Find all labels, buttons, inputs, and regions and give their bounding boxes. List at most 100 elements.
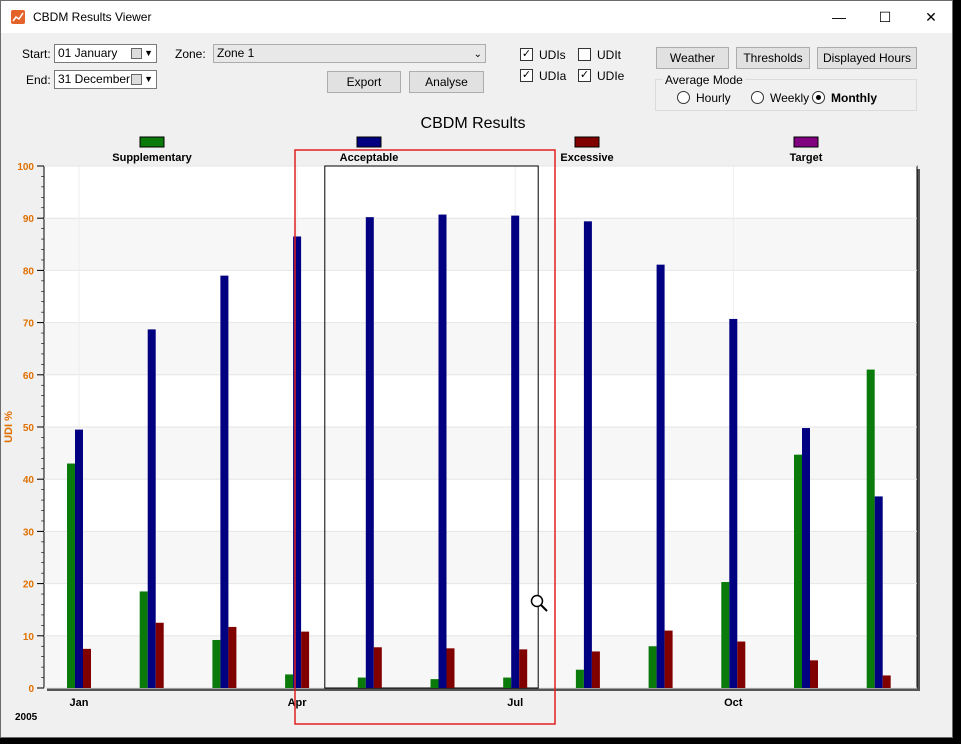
bar-supplementary (357, 677, 366, 688)
bar-supplementary (503, 677, 512, 688)
bar-excessive (155, 622, 164, 688)
window-shadow (953, 0, 961, 744)
end-label: End: (26, 73, 51, 87)
window-title: CBDM Results Viewer (33, 10, 152, 24)
y-tick-label: 70 (23, 319, 35, 330)
udia-checkbox[interactable]: ✓ (520, 69, 533, 82)
y-tick-label: 90 (23, 214, 35, 225)
udit-checkbox[interactable] (578, 48, 591, 61)
bar-excessive (664, 630, 673, 688)
udie-label: UDIe (597, 69, 625, 83)
weekly-radio[interactable] (751, 91, 764, 104)
bar-excessive (83, 648, 91, 688)
bar-acceptable (220, 275, 229, 688)
bar-acceptable (511, 215, 520, 688)
bar-acceptable (583, 221, 592, 688)
chart-legend: Supplementary Acceptable Excessive Target (112, 136, 823, 164)
start-date-picker[interactable]: 01 January ▼ (54, 44, 157, 63)
bar-excessive (882, 675, 891, 688)
highlight-box (294, 149, 556, 725)
x-tick-label: Jan (70, 697, 89, 709)
bar-supplementary (212, 639, 221, 688)
udis-label: UDIs (539, 48, 566, 62)
bar-excessive (591, 651, 600, 688)
calendar-icon[interactable] (131, 74, 142, 85)
bar-supplementary (285, 674, 294, 688)
zoom-cursor-icon (530, 594, 548, 612)
average-mode-group (655, 79, 917, 111)
y-tick-label: 10 (23, 632, 35, 643)
year-label: 2005 (15, 712, 38, 723)
bar-excessive (301, 631, 310, 688)
bar-supplementary (139, 591, 148, 688)
weather-button[interactable]: Weather (656, 47, 729, 69)
grid-band (45, 531, 916, 584)
x-tick-label: Apr (288, 697, 308, 709)
y-tick-label: 40 (23, 475, 35, 486)
bar-excessive (373, 647, 382, 688)
grid-band (45, 635, 916, 688)
hourly-label: Hourly (696, 91, 731, 105)
bar-acceptable (438, 214, 447, 688)
y-tick-label: 100 (17, 162, 34, 173)
close-button[interactable]: ✕ (925, 8, 937, 25)
legend-swatch (574, 136, 600, 148)
bar-excessive (737, 641, 746, 688)
zone-select[interactable]: Zone 1 ⌄ (213, 44, 486, 63)
chevron-down-icon[interactable]: ▼ (144, 48, 153, 58)
bar-supplementary (575, 669, 584, 688)
title-bar[interactable]: CBDM Results Viewer — ☐ ✕ (1, 1, 952, 33)
legend-swatch (793, 136, 819, 148)
calendar-icon[interactable] (131, 48, 142, 59)
displayed-hours-button[interactable]: Displayed Hours (817, 47, 917, 69)
thresholds-button[interactable]: Thresholds (736, 47, 810, 69)
analyse-button[interactable]: Analyse (409, 71, 484, 93)
monthly-label: Monthly (831, 91, 877, 105)
plot-area: 0 10 20 30 40 50 60 70 80 90 100 Jan Apr Jul Oct (17, 162, 920, 709)
chevron-down-icon[interactable]: ▼ (144, 74, 153, 84)
bar-excessive (519, 649, 528, 688)
legend-label: Excessive (560, 152, 613, 164)
udit-label: UDIt (597, 48, 621, 62)
y-tick-label: 0 (28, 684, 34, 695)
chart-title: CBDM Results (421, 115, 526, 132)
start-date-value: 01 January (58, 46, 118, 60)
end-date-picker[interactable]: 31 December ▼ (54, 70, 157, 89)
bar-supplementary (430, 679, 439, 688)
start-label: Start: (22, 47, 51, 61)
y-tick-label: 50 (23, 423, 35, 434)
legend-label: Acceptable (340, 152, 399, 164)
bar-acceptable (802, 428, 810, 688)
bar-supplementary (794, 454, 802, 688)
bar-excessive (810, 660, 818, 688)
export-button[interactable]: Export (327, 71, 401, 93)
udia-label: UDIa (539, 69, 567, 83)
bar-supplementary (866, 369, 875, 688)
zone-value: Zone 1 (217, 46, 255, 60)
hourly-radio[interactable] (677, 91, 690, 104)
bar-excessive (228, 626, 237, 688)
bar-acceptable (874, 496, 883, 688)
app-chart-icon (11, 10, 25, 24)
bar-acceptable (729, 318, 738, 688)
weekly-label: Weekly (770, 91, 810, 105)
legend-swatch (139, 136, 165, 148)
minimize-button[interactable]: — (832, 9, 846, 25)
maximize-button[interactable]: ☐ (878, 8, 892, 25)
y-tick-label: 20 (23, 580, 35, 591)
bar-acceptable (147, 329, 156, 688)
y-axis-label: UDI % (3, 411, 15, 443)
legend-label: Target (790, 152, 823, 164)
bar-acceptable (293, 236, 302, 688)
chevron-down-icon[interactable]: ⌄ (473, 49, 482, 60)
udis-checkbox[interactable]: ✓ (520, 48, 533, 61)
udie-checkbox[interactable]: ✓ (578, 69, 591, 82)
y-tick-label: 30 (23, 527, 35, 538)
monthly-radio[interactable] (812, 91, 825, 104)
y-tick-label: 60 (23, 371, 35, 382)
bar-acceptable (365, 217, 374, 688)
bar-supplementary (648, 646, 657, 688)
bar-excessive (446, 648, 455, 688)
